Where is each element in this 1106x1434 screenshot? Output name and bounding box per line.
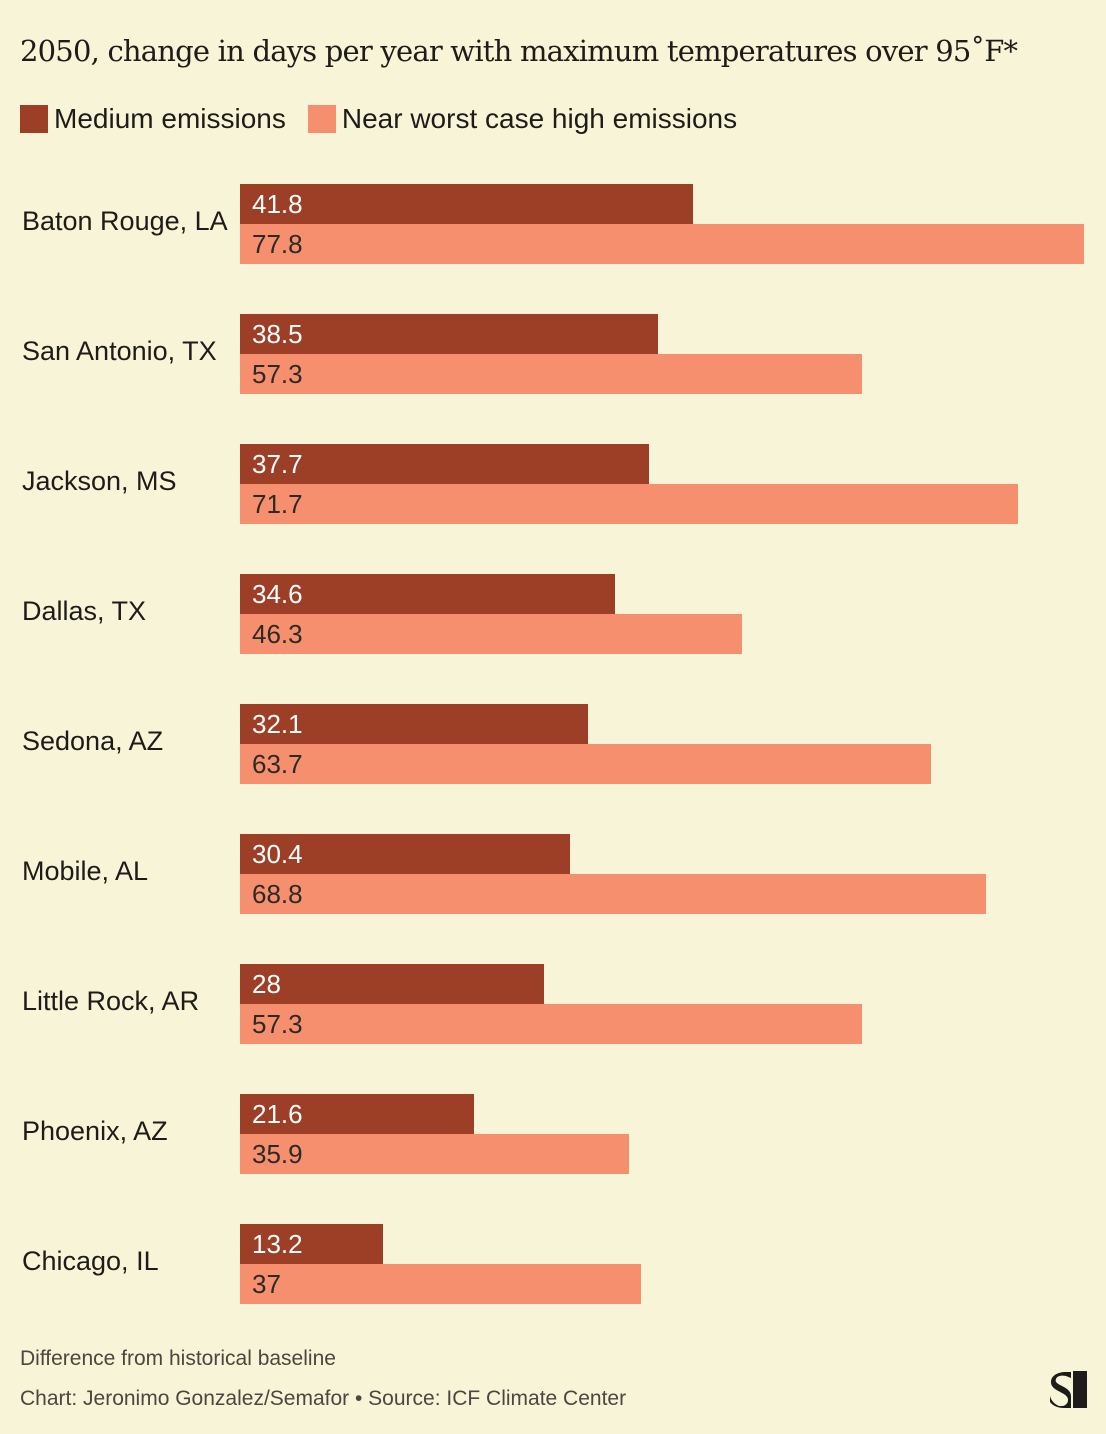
chart-title: 2050, change in days per year with maxim… [20,34,1018,68]
chart-note: Difference from historical baseline [20,1347,336,1370]
legend-label-high: Near worst case high emissions [341,103,738,134]
bar-medium-emissions: 30.4 [240,834,570,874]
bar-medium-emissions: 13.2 [240,1224,383,1264]
chart-row: Chicago, IL 13.2 37 [0,1224,1106,1304]
legend-item-medium: Medium emissions [20,103,286,135]
city-label: Phoenix, AZ [22,1116,168,1146]
chart-row: Sedona, AZ 32.1 63.7 [0,704,1106,784]
bar-high-emissions: 77.8 [240,224,1084,264]
chart-row: Little Rock, AR 28 57.3 [0,964,1106,1044]
city-label: Baton Rouge, LA [22,206,228,236]
bar-high-emissions: 57.3 [240,354,862,394]
semafor-logo-icon [1050,1371,1087,1408]
chart-row: Baton Rouge, LA 41.8 77.8 [0,184,1106,264]
legend-swatch-high [307,105,336,133]
bar-medium-emissions: 38.5 [240,314,658,354]
chart-row: San Antonio, TX 38.5 57.3 [0,314,1106,394]
city-label: Sedona, AZ [22,726,164,756]
bar-medium-emissions: 28 [240,964,544,1004]
chart-row: Dallas, TX 34.6 46.3 [0,574,1106,654]
chart-row: Jackson, MS 37.7 71.7 [0,444,1106,524]
legend: Medium emissions Near worst case high em… [20,103,759,135]
legend-label-medium: Medium emissions [54,103,286,134]
bar-high-emissions: 46.3 [240,614,742,654]
city-label: Mobile, AL [22,856,149,886]
legend-swatch-medium [20,105,48,133]
bar-high-emissions: 37 [240,1264,641,1304]
bar-medium-emissions: 41.8 [240,184,693,224]
city-label: Dallas, TX [22,596,147,626]
chart-row: Phoenix, AZ 21.6 35.9 [0,1094,1106,1174]
bar-medium-emissions: 37.7 [240,444,649,484]
chart-credit: Chart: Jeronimo Gonzalez/Semafor • Sourc… [20,1387,627,1410]
city-label: Chicago, IL [22,1246,159,1276]
bar-high-emissions: 63.7 [240,744,931,784]
city-label: San Antonio, TX [22,336,217,366]
city-label: Little Rock, AR [22,986,200,1016]
legend-item-high: Near worst case high emissions [307,103,738,135]
chart-row: Mobile, AL 30.4 68.8 [0,834,1106,914]
bar-high-emissions: 35.9 [240,1134,629,1174]
bar-medium-emissions: 21.6 [240,1094,474,1134]
bar-high-emissions: 71.7 [240,484,1018,524]
bar-high-emissions: 68.8 [240,874,986,914]
city-label: Jackson, MS [22,466,177,496]
bar-medium-emissions: 34.6 [240,574,615,614]
bar-high-emissions: 57.3 [240,1004,862,1044]
bar-medium-emissions: 32.1 [240,704,588,744]
